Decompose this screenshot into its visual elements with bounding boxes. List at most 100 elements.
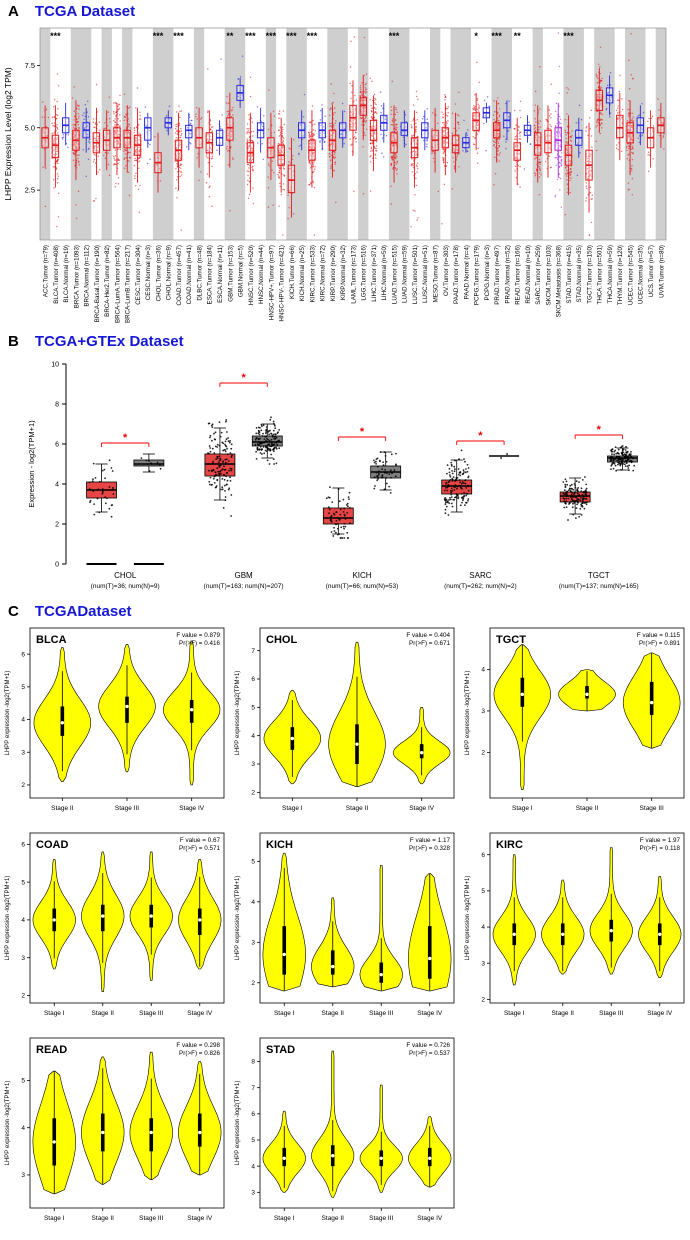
svg-text:6: 6 — [251, 676, 255, 683]
svg-text:Stage IV: Stage IV — [187, 1215, 213, 1222]
svg-text:KICH.Normal (n=25): KICH.Normal (n=25) — [299, 245, 306, 301]
svg-text:UCEC.Tumor (n=545): UCEC.Tumor (n=545) — [628, 245, 635, 305]
svg-text:Stage I: Stage I — [44, 1010, 65, 1017]
violin-subplot-KICH: 2 3 4 5 LHPP expression -log2(TPM+1) Stage I S… — [235, 832, 455, 1017]
svg-text:7: 7 — [251, 648, 255, 655]
svg-text:SKCM.Metastasis (n=368): SKCM.Metastasis (n=368) — [556, 245, 563, 317]
svg-text:HNSC-HPV+.Tumor (n=97): HNSC-HPV+.Tumor (n=97) — [268, 245, 275, 320]
svg-text:READ.Normal (n=10): READ.Normal (n=10) — [525, 245, 532, 304]
svg-text:2: 2 — [21, 993, 25, 1000]
svg-text:LHPP expression -log2(TPM+1): LHPP expression -log2(TPM+1) — [5, 876, 11, 961]
svg-text:PAAD.Normal (n=4): PAAD.Normal (n=4) — [463, 245, 470, 299]
svg-text:LIHC.Normal (n=50): LIHC.Normal (n=50) — [381, 245, 388, 301]
svg-text:Stage III: Stage III — [599, 1010, 623, 1017]
stripe-LUAD — [388, 28, 410, 240]
svg-text:PCPG.Normal (n=3): PCPG.Normal (n=3) — [484, 245, 491, 301]
svg-text:BLCA.Tumor (n=408): BLCA.Tumor (n=408) — [53, 245, 60, 304]
svg-text:READ: READ — [36, 1044, 67, 1056]
svg-text:3: 3 — [251, 1190, 255, 1197]
violin-subplot-COAD: 2 3 4 5 6 LHPP expression -log2(TPM+1) Stage I… — [5, 832, 225, 1017]
svg-text:LUSC.Normal (n=51): LUSC.Normal (n=51) — [422, 245, 429, 303]
svg-text:F value = 1.97: F value = 1.97 — [640, 837, 681, 844]
svg-text:*: * — [478, 430, 483, 442]
svg-text:SARC.Tumor (n=259): SARC.Tumor (n=259) — [535, 245, 542, 305]
svg-text:Expression - log2(TPM+1): Expression - log2(TPM+1) — [27, 420, 36, 508]
svg-text:2: 2 — [251, 980, 255, 987]
panel-c-violin-grid: 2 3 4 5 6 LHPP expression -log2(TPM+1) Stage I… — [0, 622, 690, 1237]
svg-text:4: 4 — [481, 924, 485, 931]
svg-text:3: 3 — [481, 960, 485, 967]
svg-text:5: 5 — [251, 859, 255, 866]
svg-text:Pr(>F) = 0.571: Pr(>F) = 0.571 — [179, 845, 220, 852]
svg-text:BLCA: BLCA — [36, 634, 67, 646]
svg-text:***: *** — [491, 31, 502, 41]
svg-text:LAML.Tumor (n=173): LAML.Tumor (n=173) — [350, 245, 357, 304]
svg-text:Stage II: Stage II — [51, 805, 74, 812]
panel-c-header: C TCGADataset — [0, 600, 690, 622]
svg-text:UCEC.Normal (n=35): UCEC.Normal (n=35) — [638, 245, 645, 304]
svg-text:4: 4 — [21, 1125, 25, 1132]
svg-text:TGCT.Tumor (n=150): TGCT.Tumor (n=150) — [586, 245, 593, 304]
svg-text:*: * — [360, 426, 365, 438]
panel-b: B TCGA+GTEx Dataset 0 2 4 6 8 10 Expression - … — [0, 330, 690, 600]
stripe-UCEC — [625, 28, 646, 240]
svg-text:2: 2 — [251, 790, 255, 797]
svg-text:LUSC.Tumor (n=501): LUSC.Tumor (n=501) — [412, 245, 419, 304]
panel-c-letter: C — [8, 603, 19, 620]
svg-text:LHPP expression -log2(TPM+1): LHPP expression -log2(TPM+1) — [235, 671, 241, 756]
svg-text:***: *** — [286, 31, 297, 41]
svg-text:2.5: 2.5 — [25, 186, 35, 195]
svg-text:Pr(>F) = 0.416: Pr(>F) = 0.416 — [179, 640, 220, 647]
svg-text:4: 4 — [481, 667, 485, 674]
svg-text:8: 8 — [55, 401, 59, 408]
svg-text:Stage IV: Stage IV — [647, 1010, 673, 1017]
svg-text:Stage II: Stage II — [322, 1010, 345, 1017]
svg-text:3: 3 — [251, 761, 255, 768]
svg-text:UVM.Tumor (n=80): UVM.Tumor (n=80) — [658, 245, 665, 298]
panel-b-header: B TCGA+GTEx Dataset — [0, 330, 690, 352]
svg-text:LHPP expression -log2(TPM+1): LHPP expression -log2(TPM+1) — [5, 1081, 11, 1166]
svg-text:Stage I: Stage I — [504, 1010, 525, 1017]
violin-subplot-CHOL: 2 3 4 5 6 7 LHPP expression -log2(TPM+1) Stage … — [235, 627, 455, 812]
svg-text:Stage I: Stage I — [512, 805, 533, 812]
svg-text:SKCM.Tumor (n=103): SKCM.Tumor (n=103) — [545, 245, 552, 305]
svg-text:Stage II: Stage II — [346, 805, 369, 812]
svg-text:8: 8 — [251, 1059, 255, 1066]
panel-a-title: TCGA Dataset — [34, 3, 136, 20]
panel-b-title: TCGA+GTEx Dataset — [34, 333, 184, 350]
svg-text:4: 4 — [251, 733, 255, 740]
svg-text:Stage IV: Stage IV — [409, 805, 435, 812]
svg-text:PRAD.Tumor (n=497): PRAD.Tumor (n=497) — [494, 245, 501, 305]
svg-text:DLBC.Tumor (n=48): DLBC.Tumor (n=48) — [197, 245, 204, 301]
svg-text:Stage I: Stage I — [274, 1010, 295, 1017]
svg-text:Stage II: Stage II — [576, 805, 599, 812]
svg-text:F value = 0.298: F value = 0.298 — [176, 1042, 220, 1049]
svg-text:TGCT: TGCT — [496, 634, 526, 646]
svg-text:5: 5 — [251, 705, 255, 712]
svg-text:READ.Tumor (n=166): READ.Tumor (n=166) — [515, 245, 522, 305]
svg-text:6: 6 — [481, 852, 485, 859]
svg-text:(num(T)=66; num(N)=53): (num(T)=66; num(N)=53) — [326, 583, 399, 590]
panel-c: C TCGADataset 2 3 4 5 6 LHPP expression -log2… — [0, 600, 690, 1237]
svg-text:7.5: 7.5 — [25, 61, 35, 70]
svg-text:5: 5 — [21, 879, 25, 886]
svg-text:LUAD.Tumor (n=515): LUAD.Tumor (n=515) — [391, 245, 398, 304]
svg-text:F value = 0.115: F value = 0.115 — [637, 632, 681, 639]
svg-text:Stage I: Stage I — [44, 1215, 65, 1222]
svg-text:Stage IV: Stage IV — [187, 1010, 213, 1017]
svg-text:2: 2 — [481, 997, 485, 1004]
svg-text:*: * — [123, 432, 128, 444]
svg-text:Stage II: Stage II — [552, 1010, 575, 1017]
svg-text:4: 4 — [21, 917, 25, 924]
svg-text:ACC.Tumor (n=79): ACC.Tumor (n=79) — [43, 245, 50, 297]
svg-text:Stage II: Stage II — [92, 1215, 115, 1222]
svg-text:2: 2 — [481, 750, 485, 757]
svg-text:KICH.Tumor (n=66): KICH.Tumor (n=66) — [289, 245, 296, 299]
svg-text:UCS.Tumor (n=57): UCS.Tumor (n=57) — [648, 245, 655, 297]
stripe-THCA — [594, 28, 615, 240]
svg-text:Pr(>F) = 0.537: Pr(>F) = 0.537 — [409, 1050, 450, 1057]
svg-text:4: 4 — [251, 899, 255, 906]
panel-a-header: A TCGA Dataset — [0, 0, 690, 22]
svg-text:BRCA.Tumor (n=1093): BRCA.Tumor (n=1093) — [73, 245, 80, 308]
